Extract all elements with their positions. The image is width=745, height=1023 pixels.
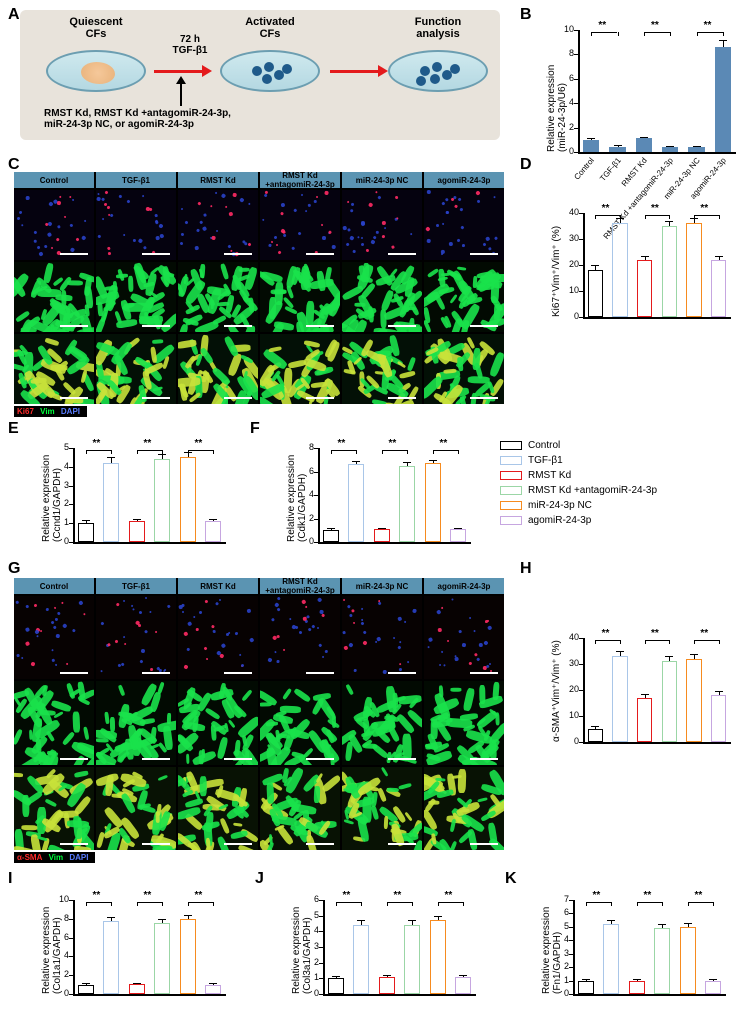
micro-header: agomiR-24-3p — [424, 578, 504, 594]
micro-header: RMST Kd — [178, 578, 258, 594]
micro-image — [260, 767, 340, 850]
legend-vim-g: Vim — [49, 853, 64, 862]
chart-K: 01234567Relative expression(Fn1/GAPDH)**… — [535, 882, 730, 1002]
legend-row: agomiR-24-3p — [500, 515, 657, 526]
micro-header: agomiR-24-3p — [424, 172, 504, 188]
micro-header: TGF-β1 — [96, 578, 176, 594]
legend-dapi-c: DAPI — [61, 407, 80, 416]
chart-D: 010203040Ki67⁺Vim⁺/Vim⁺ (%)****** — [545, 195, 735, 325]
micro-header: RMST Kd +antagomiR-24-3p — [260, 578, 340, 594]
panel-letter-G: G — [8, 560, 20, 578]
quiescent-label: QuiescentCFs — [46, 16, 146, 40]
panel-letter-H: H — [520, 560, 532, 578]
micro-image — [178, 681, 258, 764]
legend-row: RMST Kd +antagomiR-24-3p — [500, 485, 657, 496]
activated-label: ActivatedCFs — [220, 16, 320, 40]
micro-image — [260, 262, 340, 332]
legend-ki67: Ki67 — [17, 407, 34, 416]
micro-image — [424, 767, 504, 850]
legend-row: TGF-β1 — [500, 455, 657, 466]
micro-image — [14, 334, 94, 404]
micro-image — [96, 190, 176, 260]
panel-letter-E: E — [8, 420, 19, 438]
micro-image — [96, 334, 176, 404]
arrow-2 — [330, 70, 380, 73]
micro-image — [14, 681, 94, 764]
panel-letter-A: A — [8, 6, 20, 24]
micro-image — [96, 262, 176, 332]
panel-letter-K: K — [505, 870, 517, 888]
legend-strip-C: Ki67 Vim DAPI — [14, 406, 87, 417]
micro-header: miR-24-3p NC — [342, 578, 422, 594]
micro-grid-G: ControlTGF-β1RMST KdRMST Kd +antagomiR-2… — [14, 578, 504, 850]
dish-function — [388, 50, 488, 92]
micro-image — [178, 262, 258, 332]
micro-header: RMST Kd +antagomiR-24-3p — [260, 172, 340, 188]
injection-arrow — [180, 82, 182, 106]
micro-image — [424, 681, 504, 764]
legend-vim-c: Vim — [40, 407, 55, 416]
dish-activated — [220, 50, 320, 92]
micro-image — [260, 681, 340, 764]
micro-image — [342, 262, 422, 332]
schematic-panel: QuiescentCFs 72 hTGF-β1 ActivatedCFs Fun… — [20, 10, 500, 140]
micro-image — [96, 596, 176, 679]
shared-legend: Control TGF-β1 RMST Kd RMST Kd +antagomiR-2… — [500, 440, 657, 530]
legend-row: Control — [500, 440, 657, 451]
dish-quiescent — [46, 50, 146, 92]
micro-image — [14, 190, 94, 260]
micro-header: Control — [14, 578, 94, 594]
panel-letter-F: F — [250, 420, 260, 438]
arrow-1 — [154, 70, 204, 73]
legend-strip-G: α-SMA Vim DAPI — [14, 852, 95, 863]
micro-image — [424, 262, 504, 332]
micro-image — [14, 596, 94, 679]
tgf-treatment-label: 72 hTGF-β1 — [160, 34, 220, 56]
legend-row: miR-24-3p NC — [500, 500, 657, 511]
micro-image — [260, 334, 340, 404]
micro-image — [178, 767, 258, 850]
micro-grid-C: ControlTGF-β1RMST KdRMST Kd +antagomiR-2… — [14, 172, 504, 404]
panel-letter-J: J — [255, 870, 264, 888]
micro-image — [342, 334, 422, 404]
panel-letter-B: B — [520, 6, 532, 24]
micro-image — [342, 190, 422, 260]
micro-image — [342, 767, 422, 850]
legend-asma: α-SMA — [17, 853, 42, 862]
micro-image — [260, 190, 340, 260]
chart-F: 02468Relative expression(Cdk1/GAPDH)****… — [280, 430, 475, 550]
legend-row: RMST Kd — [500, 470, 657, 481]
panel-letter-I: I — [8, 870, 12, 888]
micro-image — [14, 767, 94, 850]
chart-B: 0246810Relative expression(miR-24-3p/U6)… — [540, 12, 740, 152]
micro-image — [14, 262, 94, 332]
micro-image — [178, 596, 258, 679]
micro-header: RMST Kd — [178, 172, 258, 188]
micro-image — [178, 190, 258, 260]
micro-image — [260, 596, 340, 679]
function-label: Functionanalysis — [388, 16, 488, 40]
chart-H: 010203040α-SMA⁺Vim⁺/Vim⁺ (%)****** — [545, 620, 735, 750]
chart-I: 0246810Relative expression(Col1a1/GAPDH)… — [35, 882, 230, 1002]
chart-E: 012345Relative expression(Ccnd1/GAPDH)**… — [35, 430, 230, 550]
micro-image — [342, 596, 422, 679]
micro-header: TGF-β1 — [96, 172, 176, 188]
panel-letter-D: D — [520, 156, 532, 174]
chart-J: 0123456Relative expression(Col3a1/GAPDH)… — [285, 882, 480, 1002]
micro-image — [96, 767, 176, 850]
micro-image — [424, 190, 504, 260]
micro-header: Control — [14, 172, 94, 188]
micro-image — [96, 681, 176, 764]
injection-label: RMST Kd, RMST Kd +antagomiR-24-3p,miR-24… — [44, 108, 364, 130]
micro-header: miR-24-3p NC — [342, 172, 422, 188]
micro-image — [342, 681, 422, 764]
micro-image — [424, 334, 504, 404]
legend-dapi-g: DAPI — [69, 853, 88, 862]
micro-image — [178, 334, 258, 404]
micro-image — [424, 596, 504, 679]
